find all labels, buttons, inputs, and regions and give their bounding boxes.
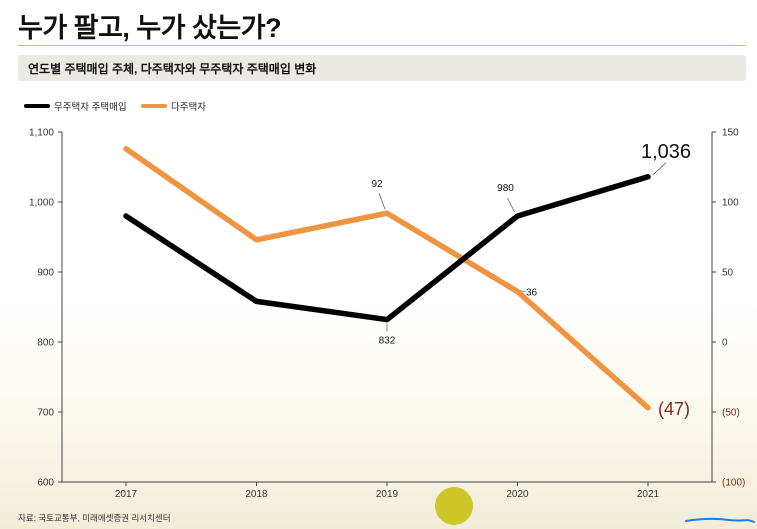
data-point-multi-owners xyxy=(515,289,520,295)
legend-label-multi-owners: 다주택자 xyxy=(171,102,206,113)
right-tick-label: 150 xyxy=(722,128,739,139)
legend-label-buyers: 무주택자 주택매입 xyxy=(54,102,127,113)
legend-item-multi-owners: 다주택자 xyxy=(141,99,206,113)
legend-swatch-buyers xyxy=(24,104,50,108)
data-point-multi-owners xyxy=(384,210,390,216)
data-label-multi-owners: 92 xyxy=(371,179,383,190)
x-tick-label: 2019 xyxy=(376,489,399,500)
left-tick-label: 600 xyxy=(37,478,54,489)
subtitle-bar: 연도별 주택매입 주체, 다주택자와 무주택자 주택매입 변화 xyxy=(18,55,746,81)
data-label-leader xyxy=(652,162,667,176)
data-label-multi-owners: 36 xyxy=(526,288,538,299)
title-divider xyxy=(18,45,746,46)
chart-subtitle: 연도별 주택매입 주체, 다주택자와 무주택자 주택매입 변화 xyxy=(28,62,317,76)
data-label-buyers: 1,036 xyxy=(641,141,691,163)
right-tick-label: 0 xyxy=(722,338,728,349)
data-point-buyers xyxy=(515,213,520,219)
source-note: 자료: 국토교통부, 미래에셋증권 리서치센터 xyxy=(18,513,171,523)
data-point-buyers xyxy=(123,213,129,219)
data-point-buyers xyxy=(254,298,259,304)
x-tick-label: 2017 xyxy=(115,489,138,500)
data-label-leader xyxy=(520,290,526,292)
right-tick-label: 50 xyxy=(722,268,734,279)
data-label-leader xyxy=(378,193,386,210)
right-tick-label: 100 xyxy=(722,198,739,209)
data-label-leader xyxy=(507,197,515,213)
data-label-multi-owners: (47) xyxy=(658,399,690,419)
data-label-buyers: 832 xyxy=(379,336,396,347)
data-point-multi-owners xyxy=(645,405,651,411)
cursor-highlight xyxy=(435,487,473,525)
right-tick-label: (100) xyxy=(722,478,745,489)
x-tick-label: 2021 xyxy=(637,489,660,500)
left-tick-label: 700 xyxy=(37,408,54,419)
x-tick-label: 2020 xyxy=(506,489,529,500)
left-tick-label: 1,000 xyxy=(29,198,54,209)
legend-swatch-multi-owners xyxy=(141,104,168,108)
series-line-multi-owners xyxy=(123,146,651,411)
series-line-buyers xyxy=(123,174,651,323)
data-point-multi-owners xyxy=(254,237,259,243)
chart-legend: 무주택자 주택매입 다주택자 xyxy=(24,95,216,113)
right-tick-label: (50) xyxy=(722,408,740,419)
data-label-buyers: 980 xyxy=(497,183,514,194)
pen-scribble xyxy=(685,517,755,523)
data-point-multi-owners xyxy=(123,146,129,152)
data-point-buyers xyxy=(645,174,651,180)
left-tick-label: 900 xyxy=(37,268,54,279)
left-tick-label: 1,100 xyxy=(29,128,54,139)
left-tick-label: 800 xyxy=(37,338,54,349)
page-title: 누가 팔고, 누가 샀는가? xyxy=(18,13,282,43)
data-point-buyers xyxy=(384,317,390,323)
legend-item-buyers: 무주택자 주택매입 xyxy=(24,99,127,113)
x-tick-label: 2018 xyxy=(245,489,268,500)
